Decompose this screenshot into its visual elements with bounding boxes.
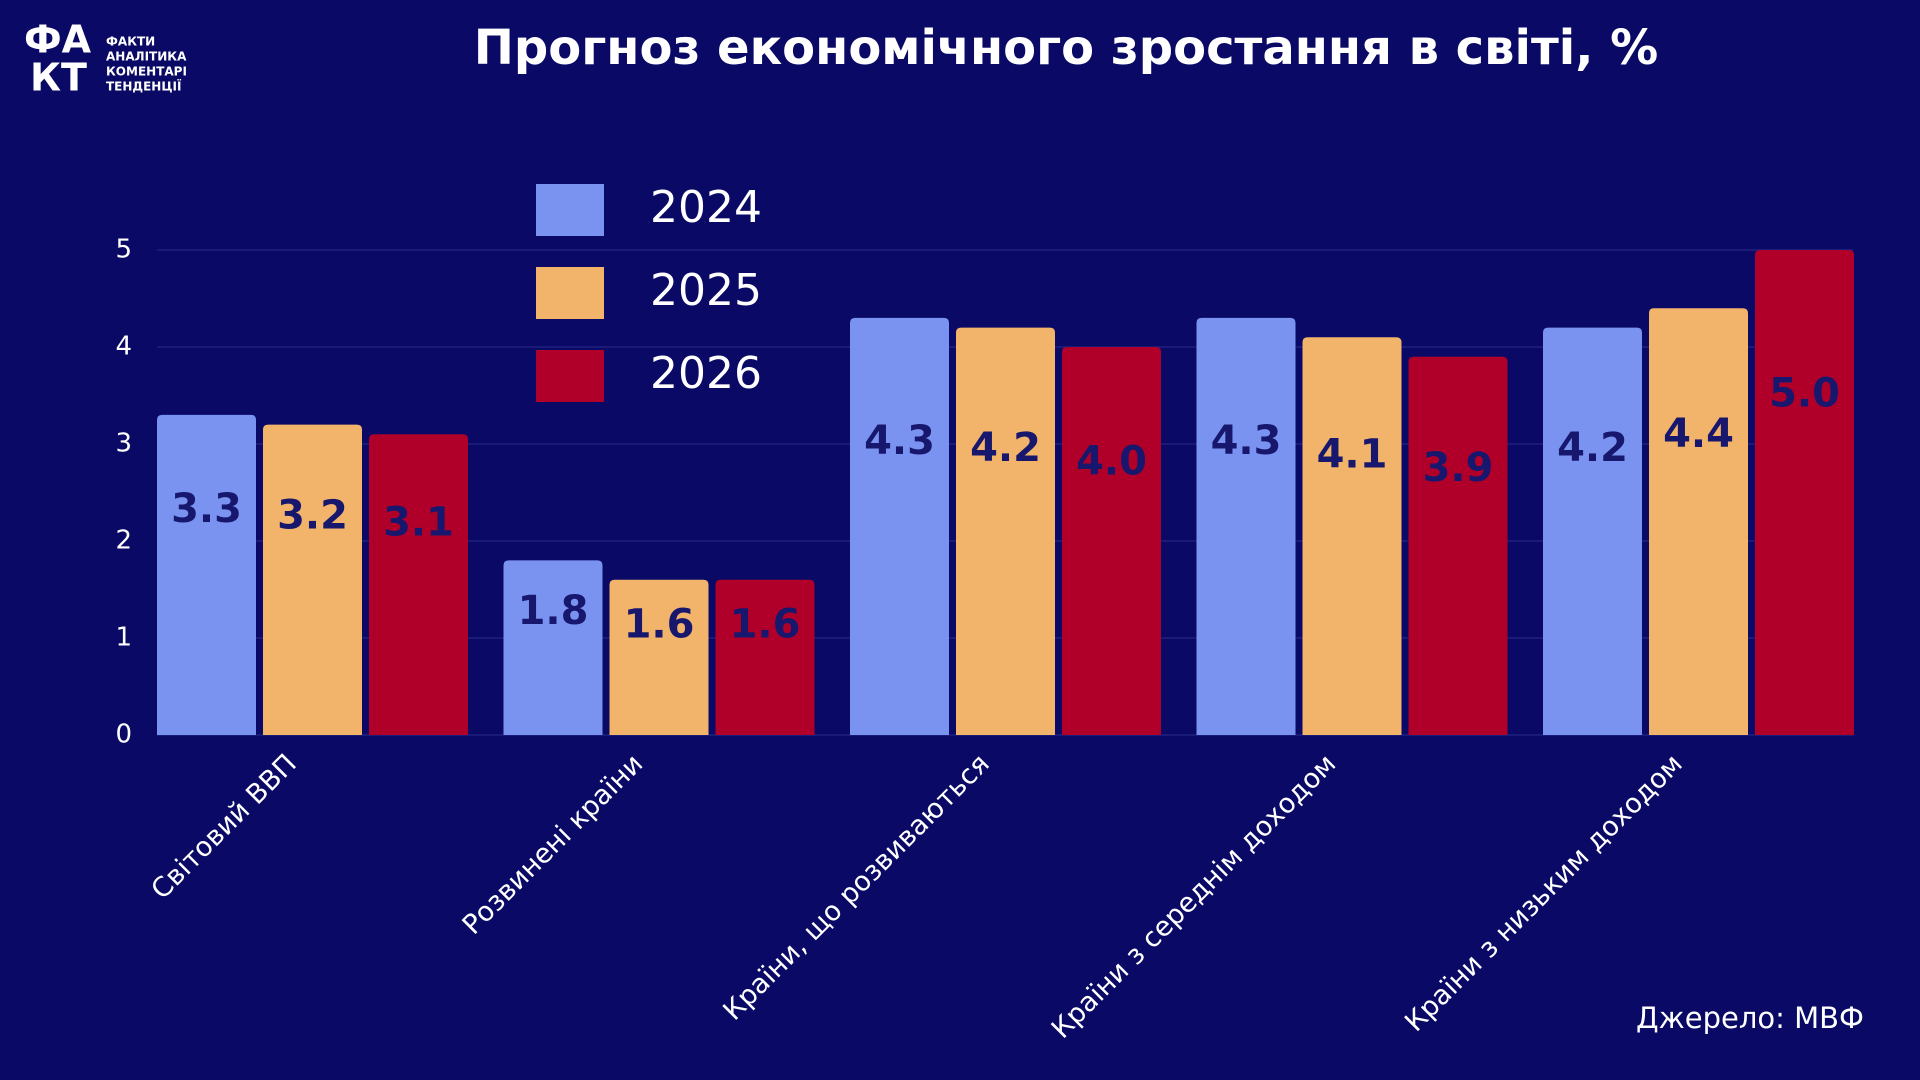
y-tick-label: 2	[115, 526, 132, 556]
bar	[715, 579, 815, 735]
legend-label: 2024	[650, 182, 762, 233]
value-label: 3.3	[171, 486, 242, 532]
y-tick-label: 4	[115, 332, 132, 362]
bar	[1302, 337, 1402, 735]
y-tick-label: 1	[115, 623, 132, 653]
value-label: 4.2	[970, 425, 1041, 471]
bar	[1196, 317, 1296, 735]
bar	[157, 414, 256, 735]
bar	[609, 579, 709, 735]
chart-title: Прогноз економічного зростання в світі, …	[474, 20, 1659, 76]
value-label: 4.4	[1663, 411, 1734, 457]
legend-swatch	[536, 184, 604, 236]
bar	[1408, 356, 1508, 735]
logo-text: АНАЛІТИКА	[106, 50, 187, 64]
value-label: 4.3	[1211, 418, 1282, 464]
logo-text: ТЕНДЕНЦІЇ	[106, 79, 182, 94]
value-label: 4.3	[864, 418, 935, 464]
value-label: 3.9	[1423, 445, 1494, 491]
legend-swatch	[536, 267, 604, 319]
value-label: 3.1	[383, 500, 454, 546]
bar	[1062, 347, 1161, 735]
bar	[1543, 327, 1642, 735]
bar	[850, 317, 949, 735]
value-label: 1.6	[730, 601, 801, 647]
source: Джерело: МВФ	[1636, 1001, 1864, 1035]
y-tick-label: 0	[115, 720, 132, 750]
bar	[1755, 250, 1854, 735]
legend-swatch	[536, 350, 604, 402]
value-label: 1.6	[624, 601, 695, 647]
y-tick-label: 3	[115, 429, 132, 459]
legend-label: 2025	[650, 265, 762, 316]
bar	[503, 560, 603, 735]
y-tick-label: 5	[115, 235, 132, 265]
value-label: 4.1	[1317, 432, 1388, 478]
bar	[369, 434, 468, 735]
value-label: 1.8	[518, 588, 589, 634]
value-label: 4.2	[1557, 425, 1628, 471]
value-label: 3.2	[277, 493, 348, 539]
logo-symbol: ФА	[24, 18, 92, 62]
legend-label: 2026	[650, 348, 762, 399]
logo-text: КОМЕНТАРІ	[106, 65, 187, 79]
bar	[1649, 308, 1748, 735]
logo-text: ФАКТИ	[106, 35, 155, 49]
logo-symbol: КТ	[30, 56, 87, 100]
bar	[956, 327, 1055, 735]
value-label: 5.0	[1769, 371, 1840, 417]
bar	[263, 424, 362, 735]
value-label: 4.0	[1076, 438, 1147, 484]
